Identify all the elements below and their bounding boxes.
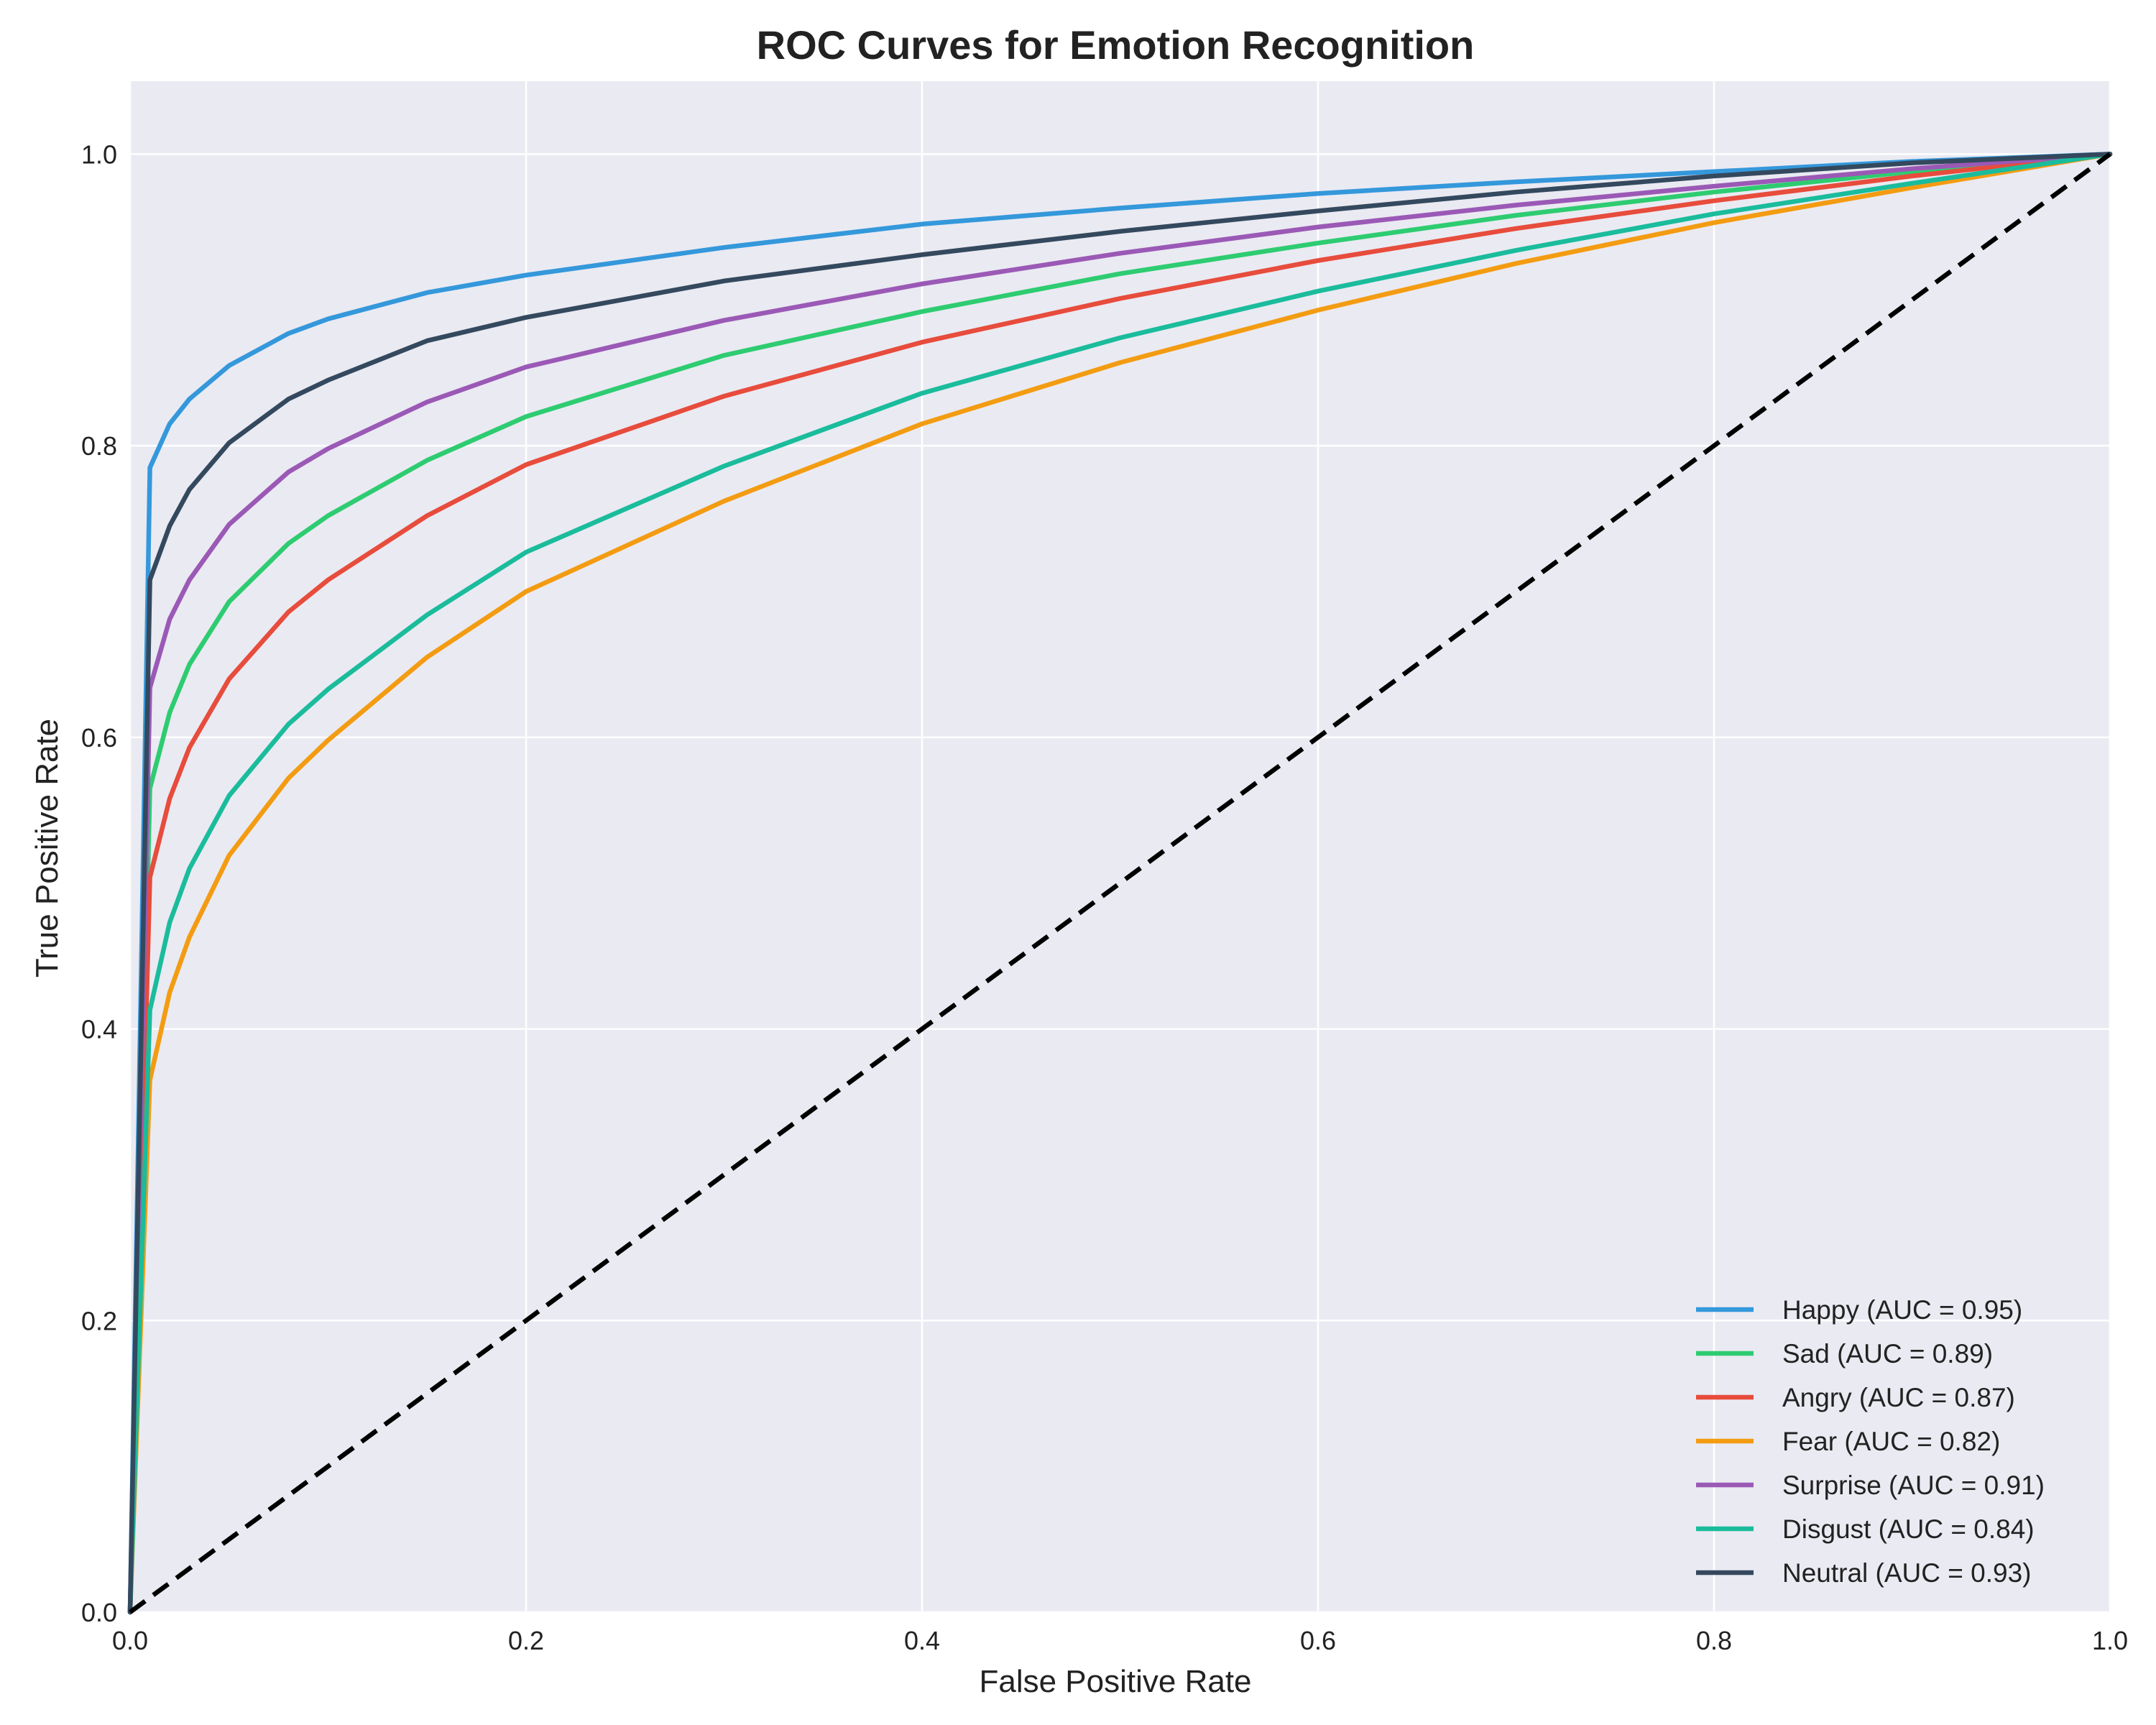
- series-line-7: [127, 152, 2113, 1615]
- x-tick-label: 0.2: [508, 1626, 544, 1655]
- x-tick-label: 0.4: [904, 1626, 940, 1655]
- x-tick-label: 0.0: [112, 1626, 148, 1655]
- legend-entry-label: Sad (AUC = 0.89): [1782, 1339, 1993, 1368]
- series-line-4: [127, 152, 2113, 1615]
- series-line-6: [127, 152, 2113, 1615]
- y-tick-label: 1.0: [81, 139, 117, 169]
- legend-entry-label: Disgust (AUC = 0.84): [1782, 1514, 2035, 1544]
- x-tick-label: 0.6: [1300, 1626, 1336, 1655]
- legend-entry-label: Surprise (AUC = 0.91): [1782, 1471, 2045, 1500]
- reference-diagonal-line: [129, 152, 2111, 1614]
- x-axis-label: False Positive Rate: [979, 1664, 1251, 1699]
- legend-entry-label: Fear (AUC = 0.82): [1782, 1427, 2000, 1456]
- x-tick-labels: 0.0 0.2 0.4 0.6 0.8 1.0: [112, 1626, 2128, 1655]
- chart-title: ROC Curves for Emotion Recognition: [757, 22, 1475, 68]
- series-lines: [127, 152, 2113, 1615]
- series-line-3: [127, 152, 2113, 1615]
- series-line-2: [127, 152, 2113, 1615]
- y-tick-labels: 0.0 0.2 0.4 0.6 0.8 1.0: [81, 139, 117, 1627]
- y-tick-label: 0.6: [81, 723, 117, 753]
- grid-lines: [129, 81, 2111, 1614]
- series-line-5: [127, 152, 2113, 1615]
- y-axis-label: True Positive Rate: [29, 719, 65, 978]
- legend-entry-label: Happy (AUC = 0.95): [1782, 1295, 2022, 1325]
- legend-entry-label: Neutral (AUC = 0.93): [1782, 1558, 2032, 1588]
- y-tick-label: 0.8: [81, 431, 117, 461]
- y-tick-label: 0.2: [81, 1306, 117, 1335]
- x-tick-label: 0.8: [1696, 1626, 1732, 1655]
- legend-entry-label: Angry (AUC = 0.87): [1782, 1383, 2015, 1412]
- y-tick-label: 0.4: [81, 1015, 117, 1044]
- x-tick-label: 1.0: [2092, 1626, 2128, 1655]
- y-tick-label: 0.0: [81, 1598, 117, 1627]
- legend: Happy (AUC = 0.95) Sad (AUC = 0.89) Angry …: [1696, 1295, 2045, 1588]
- series-line-1: [127, 152, 2113, 1615]
